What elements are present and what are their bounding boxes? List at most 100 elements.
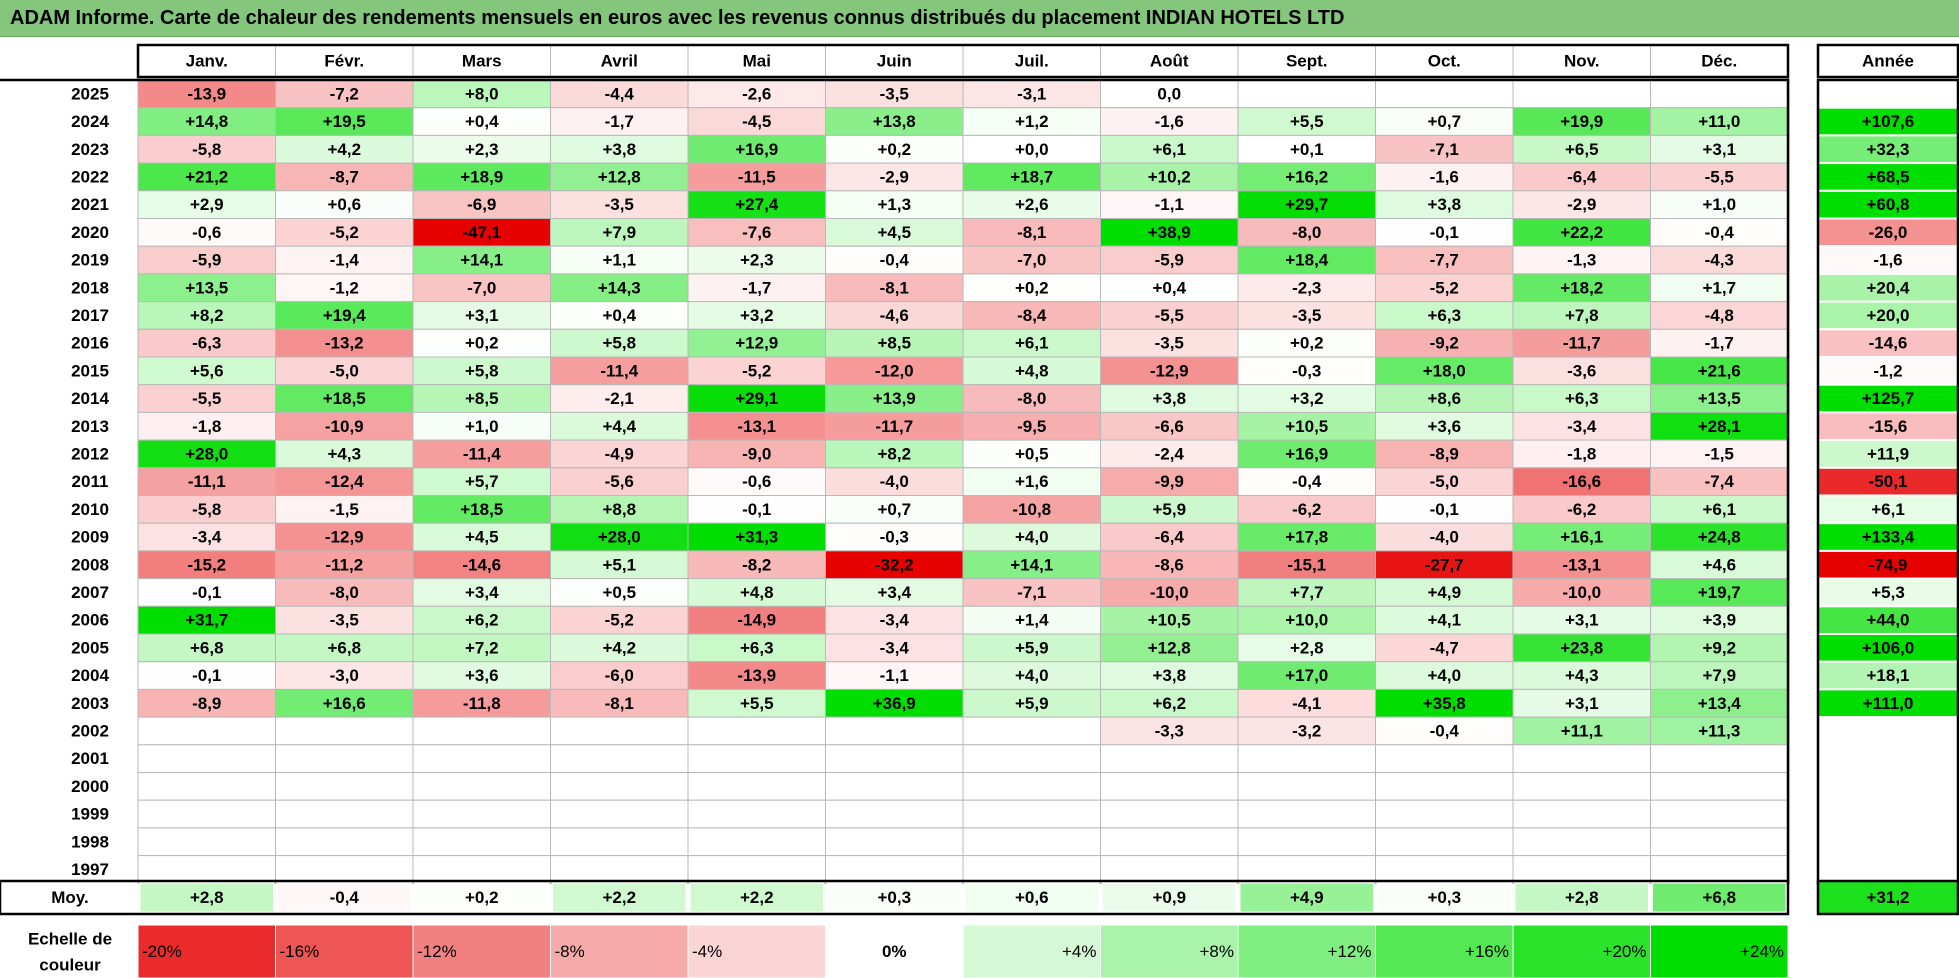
cell-value: +3,1 bbox=[1565, 694, 1599, 713]
average-cell bbox=[552, 882, 687, 913]
heatmap-cell bbox=[1650, 495, 1789, 524]
heatmap-cell bbox=[1650, 245, 1789, 275]
cell-value: -5,8 bbox=[192, 140, 221, 159]
cell-value: +4,4 bbox=[602, 417, 636, 436]
heatmap-cell bbox=[1650, 578, 1789, 607]
scale-step-label: -16% bbox=[280, 942, 320, 961]
annual-header-label: Année bbox=[1862, 52, 1914, 71]
heatmap-cell bbox=[1512, 218, 1651, 247]
cell-value: +5,9 bbox=[1015, 638, 1049, 657]
cell-value: -5,2 bbox=[1430, 278, 1459, 297]
scale-step-label: -20% bbox=[142, 942, 182, 961]
heatmap-cell bbox=[687, 605, 826, 635]
cell-value: -1,7 bbox=[742, 278, 771, 297]
heatmap-cell bbox=[962, 79, 1101, 109]
cell-value: -1,7 bbox=[605, 112, 634, 131]
month-header-label: Août bbox=[1150, 52, 1189, 71]
cell-value: -12,4 bbox=[325, 472, 364, 491]
heatmap-cell bbox=[1375, 328, 1514, 358]
annual-cell bbox=[1817, 716, 1959, 746]
month-header-label: Janv. bbox=[186, 52, 228, 71]
heatmap-cell bbox=[1237, 190, 1376, 220]
cell-value: +14,1 bbox=[460, 251, 503, 270]
heatmap-cell bbox=[825, 467, 964, 496]
cell-value: -4,5 bbox=[742, 112, 771, 131]
cell-value: -1,6 bbox=[1430, 167, 1459, 186]
heatmap-cell bbox=[412, 799, 551, 829]
annual-value: +6,1 bbox=[1871, 500, 1905, 519]
cell-value: +8,8 bbox=[602, 500, 636, 519]
heatmap-cell bbox=[1100, 744, 1239, 773]
heatmap-cell bbox=[1100, 273, 1239, 303]
annual-value: +11,9 bbox=[1867, 444, 1909, 463]
heatmap-cell bbox=[1237, 218, 1376, 247]
heatmap-cell bbox=[825, 578, 964, 607]
heatmap-cell bbox=[275, 661, 414, 690]
cell-value: +9,2 bbox=[1702, 638, 1736, 657]
heatmap-cell bbox=[275, 467, 414, 496]
heatmap-cell bbox=[825, 411, 964, 441]
cell-value: -0,1 bbox=[742, 500, 771, 519]
cell-value: +4,1 bbox=[1427, 611, 1461, 630]
heatmap-cell bbox=[687, 661, 826, 690]
month-header-label: Oct. bbox=[1428, 52, 1461, 71]
cell-value: +4,2 bbox=[327, 140, 361, 159]
heatmap-cell bbox=[687, 107, 826, 136]
heatmap-cell bbox=[1512, 661, 1651, 690]
heatmap-cell bbox=[687, 855, 826, 884]
heatmap-cell bbox=[1650, 356, 1789, 386]
year-label: 2006 bbox=[71, 611, 109, 630]
average-cell bbox=[689, 882, 824, 913]
cell-value: -4,4 bbox=[605, 84, 635, 103]
cell-value: -1,4 bbox=[330, 251, 360, 270]
cell-value: +18,0 bbox=[1423, 361, 1466, 380]
heatmap-cell bbox=[687, 190, 826, 220]
heatmap-cell bbox=[1375, 218, 1514, 247]
heatmap-cell bbox=[1650, 522, 1789, 552]
heatmap-cell bbox=[137, 661, 276, 690]
cell-value: +4,8 bbox=[1015, 361, 1049, 380]
cell-value: 0,0 bbox=[1157, 84, 1181, 103]
cell-value: +10,5 bbox=[1148, 611, 1191, 630]
cell-value: -6,4 bbox=[1567, 167, 1597, 186]
cell-value: -0,4 bbox=[1705, 223, 1735, 242]
cell-value: +3,1 bbox=[1702, 140, 1736, 159]
heatmap-cell bbox=[275, 522, 414, 552]
cell-value: +7,2 bbox=[465, 638, 499, 657]
cell-value: -5,6 bbox=[605, 472, 634, 491]
heatmap-cell bbox=[962, 855, 1101, 884]
cell-value: -3,0 bbox=[330, 666, 359, 685]
cell-value: -8,1 bbox=[1017, 223, 1046, 242]
average-value: +2,2 bbox=[740, 888, 774, 907]
cell-value: +1,1 bbox=[602, 251, 636, 270]
heatmap-cell bbox=[825, 495, 964, 524]
heatmap-cell bbox=[1650, 827, 1789, 857]
heatmap-cell bbox=[137, 356, 276, 386]
heatmap-cell bbox=[550, 79, 689, 109]
cell-value: -8,9 bbox=[1430, 444, 1459, 463]
heatmap-cell bbox=[550, 245, 689, 275]
heatmap-cell bbox=[1650, 688, 1789, 718]
year-label: 2004 bbox=[71, 666, 109, 685]
heatmap-cell bbox=[962, 522, 1101, 552]
cell-value: -0,1 bbox=[192, 666, 221, 685]
average-value: +0,3 bbox=[877, 888, 911, 907]
heatmap-cell bbox=[962, 688, 1101, 718]
annual-value: +133,4 bbox=[1862, 528, 1915, 547]
annual-value: +60,8 bbox=[1866, 195, 1909, 214]
cell-value: +16,6 bbox=[323, 694, 366, 713]
cell-value: +18,5 bbox=[460, 500, 503, 519]
cell-value: -6,2 bbox=[1292, 500, 1321, 519]
cell-value: +1,6 bbox=[1015, 472, 1049, 491]
heatmap-cell bbox=[1375, 273, 1514, 303]
cell-value: +0,7 bbox=[1427, 112, 1461, 131]
heatmap-cell bbox=[1100, 162, 1239, 192]
scale-swatch bbox=[825, 924, 964, 978]
annual-value: -1,2 bbox=[1873, 361, 1902, 380]
annual-cell bbox=[1817, 799, 1959, 829]
heatmap-cell bbox=[1512, 439, 1651, 469]
average-cell bbox=[1102, 882, 1237, 913]
cell-value: -32,2 bbox=[875, 555, 914, 574]
heatmap-cell bbox=[137, 162, 276, 192]
heatmap-cell bbox=[1100, 79, 1239, 109]
